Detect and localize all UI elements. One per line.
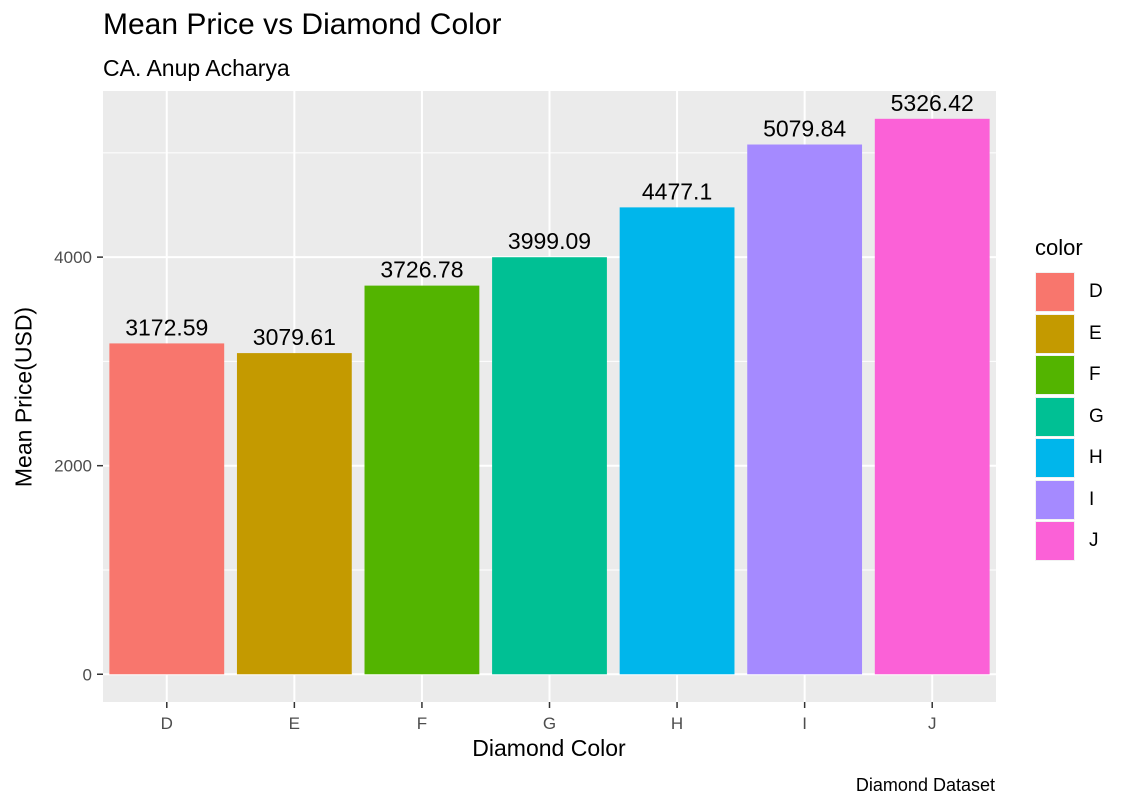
y-tick-label: 0 [83,665,92,684]
data-label: 5326.42 [891,90,974,116]
chart-caption: Diamond Dataset [855,775,995,795]
legend-label: J [1089,530,1099,551]
legend-label: H [1089,447,1103,468]
legend-key [1035,479,1075,520]
data-label: 5079.84 [763,116,846,142]
bar-h [619,207,735,675]
legend-label: G [1089,405,1104,427]
legend-label: E [1089,322,1102,344]
legend-label: D [1089,281,1103,302]
x-axis-title: Diamond Color [472,735,626,761]
legend-key [1035,313,1075,354]
data-label: 3079.61 [253,324,336,350]
bar-j [874,118,990,675]
legend-key [1035,396,1075,437]
bar-i [747,144,863,675]
y-axis-title: Mean Price(USD) [10,306,37,488]
legend-key [1035,438,1075,478]
x-tick-label: E [289,714,300,733]
bar-f [364,285,480,675]
data-label: 4477.1 [642,178,712,204]
bar-g [492,257,607,675]
x-tick-label: G [543,714,556,733]
chart-title: Mean Price vs Diamond Color [103,8,502,41]
chart-subtitle: CA. Anup Acharya [103,55,290,81]
y-tick-label: 2000 [54,457,92,476]
data-label: 3999.09 [508,228,591,254]
legend-label: F [1089,364,1101,385]
bar-d [109,343,225,675]
legend-key [1035,521,1075,561]
x-tick-label: H [671,714,683,733]
x-tick-label: F [417,714,427,733]
data-label: 3726.78 [380,257,463,283]
legend-key [1035,272,1075,312]
x-tick-label: D [161,714,173,733]
legend-label: I [1089,488,1095,510]
legend-title: color [1035,235,1083,260]
bar-e [236,353,352,675]
legend-key [1035,355,1075,395]
data-label: 3172.59 [125,314,208,340]
y-tick-label: 4000 [54,248,92,267]
x-tick-label: J [928,714,937,733]
x-tick-label: I [802,714,807,733]
